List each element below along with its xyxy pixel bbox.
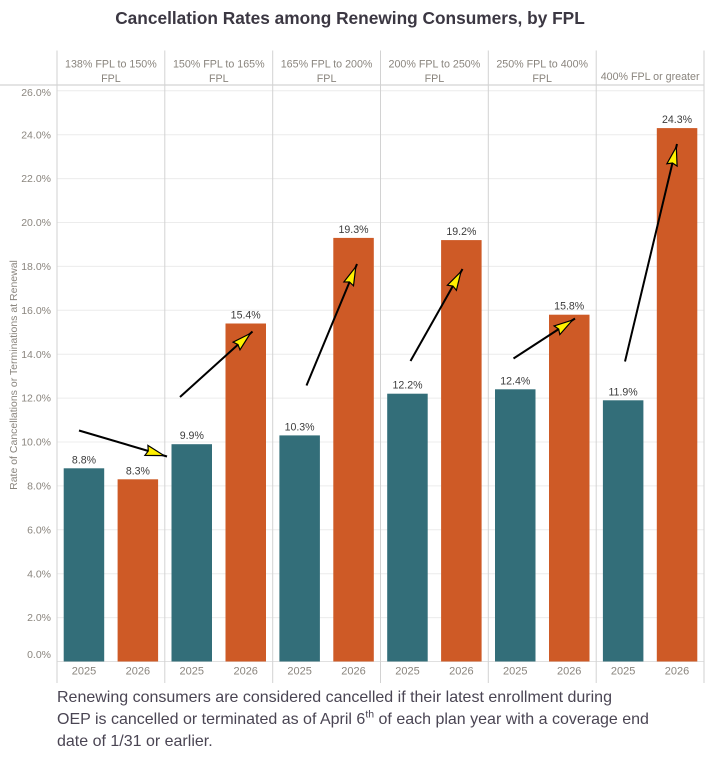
svg-text:165% FPL to 200%: 165% FPL to 200% <box>281 59 373 71</box>
svg-text:15.4%: 15.4% <box>231 310 262 322</box>
svg-text:10.3%: 10.3% <box>285 421 316 433</box>
svg-text:2025: 2025 <box>395 666 419 678</box>
svg-text:9.9%: 9.9% <box>180 430 205 442</box>
svg-text:22.0%: 22.0% <box>21 173 51 185</box>
svg-text:2025: 2025 <box>180 666 204 678</box>
svg-text:16.0%: 16.0% <box>21 305 51 317</box>
svg-text:12.2%: 12.2% <box>392 380 423 392</box>
svg-text:FPL: FPL <box>209 73 229 85</box>
svg-text:FPL: FPL <box>425 73 445 85</box>
svg-text:8.3%: 8.3% <box>126 465 151 477</box>
svg-text:24.3%: 24.3% <box>662 114 693 126</box>
svg-text:2026: 2026 <box>233 666 257 678</box>
svg-text:150% FPL to 165%: 150% FPL to 165% <box>173 59 265 71</box>
svg-text:8.0%: 8.0% <box>27 481 51 493</box>
svg-text:20.0%: 20.0% <box>21 217 51 229</box>
svg-text:15.8%: 15.8% <box>554 301 585 313</box>
svg-text:8.8%: 8.8% <box>72 454 97 466</box>
svg-text:24.0%: 24.0% <box>21 129 51 141</box>
svg-text:2025: 2025 <box>287 666 311 678</box>
svg-text:18.0%: 18.0% <box>21 261 51 273</box>
svg-text:Rate of Cancellations or Termi: Rate of Cancellations or Terminations at… <box>8 260 20 490</box>
svg-text:400% FPL or greater: 400% FPL or greater <box>601 71 700 83</box>
svg-text:10.0%: 10.0% <box>21 437 51 449</box>
svg-text:12.0%: 12.0% <box>21 393 51 405</box>
svg-text:FPL: FPL <box>101 73 121 85</box>
svg-text:2025: 2025 <box>611 666 635 678</box>
svg-text:19.2%: 19.2% <box>446 226 477 238</box>
svg-text:2026: 2026 <box>449 666 473 678</box>
svg-text:14.0%: 14.0% <box>21 349 51 361</box>
svg-text:2026: 2026 <box>665 666 689 678</box>
svg-text:FPL: FPL <box>317 73 337 85</box>
svg-text:11.9%: 11.9% <box>608 386 638 398</box>
svg-text:12.4%: 12.4% <box>500 375 531 387</box>
svg-text:138% FPL to 150%: 138% FPL to 150% <box>65 59 157 71</box>
svg-text:FPL: FPL <box>532 73 552 85</box>
svg-text:2026: 2026 <box>341 666 365 678</box>
svg-text:19.3%: 19.3% <box>338 224 369 236</box>
svg-text:0.0%: 0.0% <box>27 649 51 661</box>
svg-text:2026: 2026 <box>126 666 150 678</box>
svg-text:2.0%: 2.0% <box>27 612 51 624</box>
svg-text:26.0%: 26.0% <box>21 87 51 99</box>
svg-text:4.0%: 4.0% <box>27 568 51 580</box>
svg-text:2025: 2025 <box>503 666 527 678</box>
svg-text:2025: 2025 <box>72 666 96 678</box>
svg-text:200% FPL to 250%: 200% FPL to 250% <box>389 59 481 71</box>
svg-text:2026: 2026 <box>557 666 581 678</box>
svg-text:250% FPL to 400%: 250% FPL to 400% <box>496 59 588 71</box>
svg-text:6.0%: 6.0% <box>27 524 51 536</box>
